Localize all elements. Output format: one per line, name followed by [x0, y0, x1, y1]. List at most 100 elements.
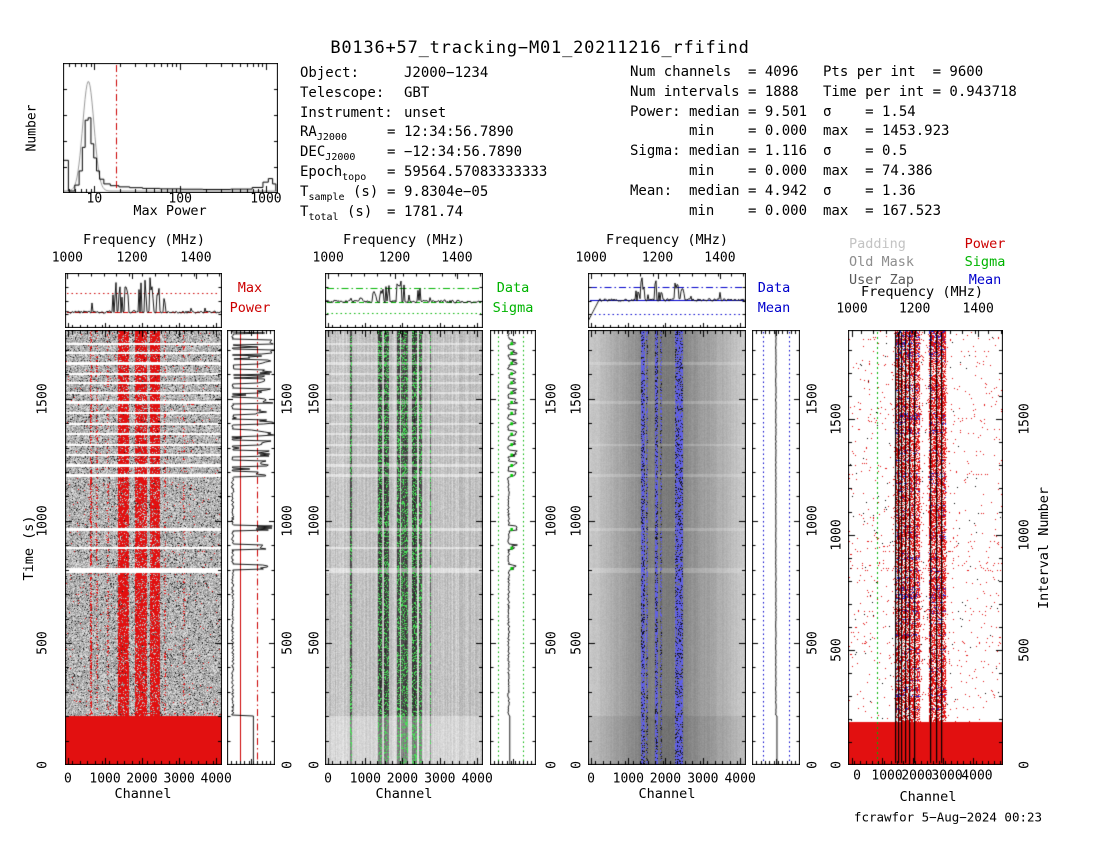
legend-data-sigma-line2: Sigma	[492, 300, 534, 316]
freq-tick-label: 1200	[116, 250, 148, 266]
freq-axis-title-2: Frequency (MHz)	[343, 232, 465, 248]
interval-y-tick-label: 1500	[1017, 403, 1033, 436]
histogram-x-tick-label: 10	[86, 191, 103, 207]
y-tick-label: 1000	[307, 505, 323, 537]
histogram-xlabel: Max Power	[133, 203, 207, 219]
channel-tick-label: 3000	[931, 768, 963, 784]
channel-tick-label: 2000	[126, 771, 158, 787]
y-tick-label: 0	[569, 761, 585, 769]
mean-interval-strip-plot	[752, 330, 800, 765]
interval-y-tick-label: 500	[1017, 638, 1033, 662]
y-tick-label: 1500	[829, 403, 845, 436]
y-tick-label: 1000	[569, 505, 585, 537]
metadata-row: Epochtopo = 59564.57083333333	[300, 164, 548, 183]
sigma-spectrum-mini-plot	[325, 273, 483, 328]
legend-padding: Padding	[849, 236, 906, 252]
channel-tick-label: 3000	[163, 771, 195, 787]
strip-y-tick-label: 500	[280, 631, 296, 655]
stats-line: min = 0.000	[630, 163, 808, 179]
legend-data-mean-line1: Data	[757, 280, 791, 296]
interval-y-tick-label: 0	[1017, 761, 1033, 769]
mean-waterfall-plot	[588, 330, 746, 765]
freq-tick-label: 1400	[441, 250, 473, 266]
strip-y-tick-label: 0	[805, 761, 821, 769]
channel-tick-label: 0	[324, 771, 332, 787]
channel-tick-label: 4000	[724, 771, 756, 787]
y-tick-label: 1500	[35, 383, 51, 415]
channel-tick-label: 2000	[901, 768, 933, 784]
strip-y-tick-label: 500	[544, 631, 560, 655]
power-interval-strip-plot	[227, 330, 275, 765]
interval-axis-title: Interval Number	[1036, 487, 1052, 609]
freq-tick-label: 1000	[836, 301, 868, 317]
channel-tick-label: 2000	[649, 771, 682, 787]
power-waterfall-plot	[65, 330, 222, 765]
strip-y-tick-label: 500	[805, 631, 821, 655]
freq-axis-title-1: Frequency (MHz)	[83, 232, 205, 248]
strip-y-tick-label: 1500	[805, 383, 821, 415]
metadata-row: DECJ2000 = −12:34:56.7890	[300, 144, 523, 163]
y-tick-label: 1000	[829, 518, 845, 551]
channel-tick-label: 0	[587, 771, 595, 787]
strip-y-tick-label: 0	[280, 761, 296, 769]
channel-axis-title-2: Channel	[375, 786, 433, 802]
stats-line: Pts per int = 9600	[823, 64, 984, 80]
channel-tick-label: 1000	[89, 771, 121, 787]
freq-tick-label: 1200	[898, 301, 931, 317]
freq-tick-label: 1000	[312, 250, 344, 266]
channel-tick-label: 0	[64, 771, 72, 787]
channel-tick-label: 1000	[612, 771, 644, 787]
y-tick-label: 500	[307, 631, 323, 655]
legend-mean: Mean	[968, 272, 1002, 288]
y-tick-label: 500	[829, 638, 845, 662]
channel-tick-label: 4000	[961, 768, 993, 784]
freq-axis-title-3: Frequency (MHz)	[606, 232, 728, 248]
power-spectrum-mini-plot	[65, 273, 222, 328]
histogram-x-tick-label: 1000	[250, 191, 282, 207]
signature-timestamp: fcrawfor 5−Aug−2024 00:23	[853, 809, 1043, 825]
metadata-row: Tsample (s) = 9.8304e−05	[300, 183, 489, 203]
metadata-row: RAJ2000 = 12:34:56.7890	[300, 124, 514, 144]
freq-tick-label: 1400	[704, 250, 736, 266]
stats-line: Mean: median = 4.942	[630, 182, 808, 199]
strip-y-tick-label: 1000	[280, 505, 296, 537]
stats-line: min = 0.000	[630, 123, 808, 140]
stats-line: Sigma: median = 1.116	[630, 143, 808, 160]
stats-line: Num intervals = 1888	[630, 83, 799, 100]
y-tick-label: 1500	[569, 383, 585, 415]
mask-map-plot	[848, 330, 1003, 765]
channel-tick-label: 1000	[871, 768, 903, 784]
freq-tick-label: 1200	[641, 250, 674, 266]
y-tick-label: 500	[35, 631, 51, 655]
strip-y-tick-label: 1000	[805, 505, 821, 537]
sigma-interval-strip-plot	[490, 330, 536, 765]
freq-axis-title-4: Frequency (MHz)	[861, 284, 983, 300]
y-tick-label: 0	[307, 761, 323, 769]
channel-tick-label: 4000	[461, 771, 493, 787]
channel-axis-title-3: Channel	[638, 786, 696, 802]
legend-user-zap: User Zap	[849, 272, 915, 288]
metadata-row: Instrument: unset	[300, 104, 447, 121]
channel-axis-title-4: Channel	[899, 789, 957, 805]
legend-old-mask: Old Mask	[849, 254, 915, 270]
y-tick-label: 0	[829, 761, 845, 769]
channel-tick-label: 3000	[424, 771, 456, 787]
max-power-histogram	[63, 63, 278, 193]
strip-y-tick-label: 0	[544, 761, 560, 769]
freq-tick-label: 1200	[378, 250, 411, 266]
stats-line: σ = 1.54	[823, 103, 916, 120]
stats-line: max = 167.523	[823, 202, 942, 219]
freq-tick-label: 1400	[180, 250, 212, 266]
channel-tick-label: 1000	[349, 771, 381, 787]
metadata-row: Object: J2000−1234	[300, 65, 489, 81]
legend-sigma: Sigma	[964, 254, 1006, 270]
freq-tick-label: 1400	[962, 301, 994, 317]
page-title: B0136+57_tracking−M01_20211216_rfifind	[330, 38, 750, 58]
stats-line: σ = 1.36	[823, 182, 916, 199]
metadata-row: Ttotal (s) = 1781.74	[300, 203, 464, 223]
strip-y-tick-label: 1500	[280, 383, 296, 415]
legend-power: Power	[964, 236, 1006, 252]
stats-line: max = 74.386	[823, 163, 933, 179]
y-tick-label: 1000	[35, 505, 51, 537]
